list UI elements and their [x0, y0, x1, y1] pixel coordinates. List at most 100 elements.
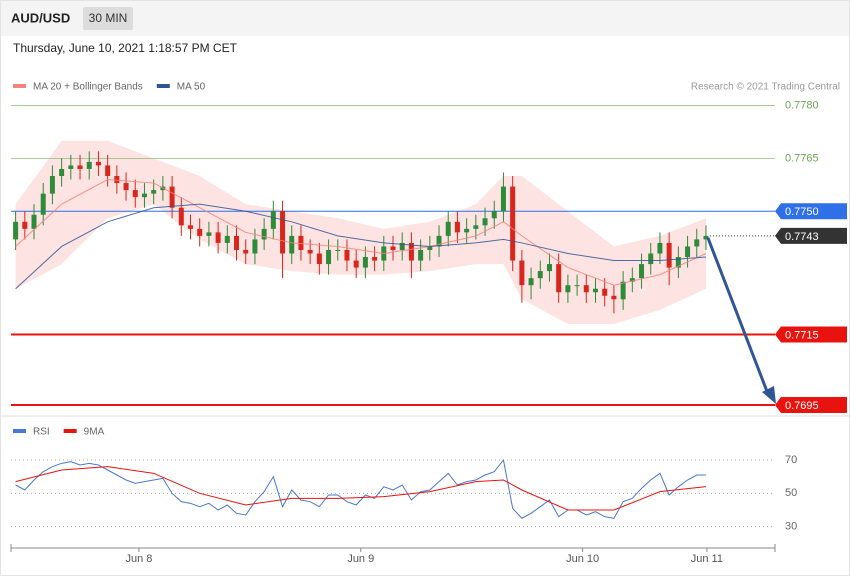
candle-body	[353, 260, 359, 268]
candle-body	[703, 235, 709, 240]
timeframe-button[interactable]	[83, 7, 133, 30]
candle-body	[454, 221, 460, 233]
candle-body	[675, 257, 681, 268]
price-level-label: 0.7765	[785, 152, 819, 164]
candle-body	[31, 214, 37, 229]
candle-body	[215, 232, 221, 243]
arrow-head	[762, 386, 776, 404]
candle-body	[473, 225, 479, 229]
candle-body	[344, 249, 350, 261]
candle-body	[13, 221, 19, 240]
legend-swatch	[156, 84, 170, 88]
price-tag-label: 0.7715	[785, 329, 819, 341]
candle-body	[59, 168, 65, 177]
candle-body	[583, 285, 589, 293]
candle-body	[519, 260, 525, 286]
legend-label: MA 50	[177, 82, 206, 93]
legend-label: MA 20 + Bollinger Bands	[33, 82, 143, 93]
candle-body	[77, 165, 83, 169]
indicator-line	[15, 466, 707, 511]
x-tick-label: Jun 9	[347, 553, 374, 565]
candle-body	[187, 225, 193, 229]
candle-body	[611, 295, 617, 300]
candle-body	[123, 183, 129, 191]
candle-body	[197, 228, 203, 236]
candle-body	[685, 246, 691, 258]
candle-body	[307, 249, 313, 254]
candle-body	[178, 207, 184, 226]
legend-swatch	[63, 429, 77, 433]
forecast-arrow	[706, 237, 770, 395]
legend-label: RSI	[33, 427, 50, 438]
candle-body	[243, 249, 249, 254]
x-tick-label: Jun 11	[691, 553, 723, 565]
candle-body	[326, 249, 332, 265]
candle-body	[556, 264, 562, 293]
candle-body	[464, 228, 470, 233]
candle-body	[132, 190, 138, 198]
candle-body	[482, 218, 488, 226]
candle-body	[151, 190, 157, 194]
price-level-label: 0.7780	[785, 99, 819, 111]
candle-body	[86, 161, 92, 169]
timeframe[interactable]: 30 MIN	[89, 11, 128, 25]
price-tag	[775, 326, 847, 343]
legend-label: 9MA	[84, 427, 105, 438]
candle-body	[427, 246, 433, 250]
candle-body	[694, 239, 700, 247]
symbol: AUD/USD	[11, 10, 70, 25]
x-tick-label: Jun 10	[566, 553, 599, 565]
candle-body	[491, 211, 497, 219]
price-tag	[775, 396, 847, 413]
candle-body	[270, 211, 276, 229]
candle-body	[602, 288, 608, 296]
candle-body	[418, 249, 424, 261]
candle-body	[68, 165, 74, 169]
candle-body	[620, 281, 626, 300]
candle-body	[648, 253, 654, 265]
candle-body	[95, 161, 101, 166]
y-tick-label: 70	[785, 454, 797, 466]
candle-body	[169, 186, 175, 208]
price-tag-label: 0.7750	[785, 206, 819, 218]
moving-average	[15, 179, 707, 286]
price-tag-label: 0.7743	[785, 231, 819, 243]
candle-body	[298, 235, 304, 250]
price-tag	[775, 203, 847, 220]
candle-body	[49, 176, 55, 194]
candle-body	[593, 288, 599, 293]
y-tick-label: 50	[785, 487, 797, 499]
candle-body	[510, 186, 516, 261]
candle-body	[261, 228, 267, 240]
candle-body	[252, 239, 258, 254]
y-tick-label: 30	[785, 521, 797, 533]
candle-body	[500, 186, 506, 212]
candle-body	[546, 264, 552, 272]
candle-body	[316, 253, 322, 265]
candle-body	[537, 271, 543, 279]
candle-body	[335, 249, 341, 251]
candle-body	[114, 176, 120, 184]
candle-body	[141, 193, 147, 198]
candle-body	[206, 232, 212, 236]
candle-body	[224, 235, 230, 243]
candle-body	[372, 257, 378, 261]
indicator-line	[15, 458, 706, 519]
candle-body	[445, 221, 451, 236]
candle-body	[657, 242, 663, 254]
candle-body	[408, 242, 414, 261]
candle-body	[436, 235, 442, 247]
candle-body	[666, 242, 672, 268]
candle-body	[40, 193, 46, 215]
price-tag	[775, 227, 847, 244]
moving-average	[15, 203, 707, 290]
legend-swatch	[13, 429, 26, 433]
candle-body	[639, 264, 645, 279]
candle-body	[565, 285, 571, 293]
candle-body	[399, 242, 405, 250]
candle-body	[629, 278, 635, 282]
legend-swatch	[13, 84, 26, 88]
candle-body	[362, 257, 368, 268]
header-bar	[1, 1, 849, 36]
